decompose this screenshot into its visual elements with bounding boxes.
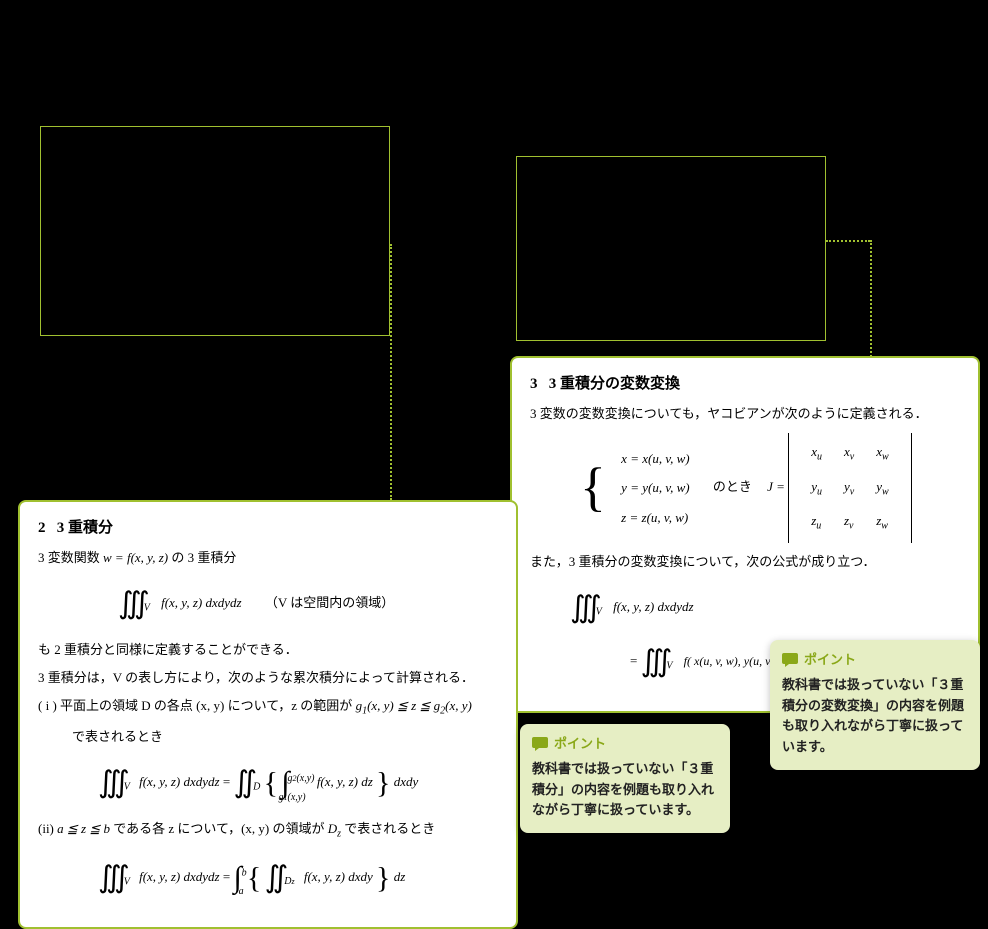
left-title-text: 3 重積分 — [57, 520, 113, 536]
right-title-num: 3 — [530, 376, 538, 392]
thumbnail-left — [40, 126, 390, 336]
thumbnail-right — [516, 156, 826, 341]
left-title: 2 3 重積分 — [38, 516, 498, 537]
left-int1: ∭V f(x, y, z) dxdydz （V は空間内の領域） — [118, 577, 498, 631]
content-left: 2 3 重積分 3 変数関数 w = f(x, y, z) の 3 重積分 ∭V… — [18, 500, 518, 929]
left-case-ii: (ii) a ≦ z ≦ b である各 z について，(x, y) の領域が D… — [38, 818, 498, 843]
left-line2: も 2 重積分と同様に定義することができる． — [38, 639, 498, 661]
speech-icon — [532, 737, 548, 751]
callout-left: ポイント 教科書では扱っていない「３重積分」の内容を例題も取り入れながら丁寧に扱… — [520, 724, 730, 833]
jacobian-det: xuxvxw yuyvyw zuzvzw — [788, 433, 911, 543]
right-line2: また，3 重積分の変数変換について，次の公式が成り立つ． — [530, 551, 960, 573]
sys-y: y = y(u, v, w) — [615, 474, 695, 501]
left-line3: 3 重積分は，V の表し方により，次のような累次積分によって計算される． — [38, 667, 498, 689]
left-case-i: ( i ) 平面上の領域 D の各点 (x, y) について，z の範囲が g1… — [38, 695, 498, 720]
sys-x: x = x(u, v, w) — [615, 445, 695, 472]
callout-right-head: ポイント — [782, 650, 968, 671]
callout-left-body: 教科書では扱っていない「３重積分」の内容を例題も取り入れながら丁寧に扱っています… — [532, 759, 718, 821]
callout-right: ポイント 教科書では扱っていない「３重積分の変数変換」の内容を例題も取り入れなが… — [770, 640, 980, 770]
right-line1: 3 変数の変数変換についても，ヤコビアンが次のように定義される． — [530, 403, 960, 425]
left-title-num: 2 — [38, 520, 46, 536]
speech-icon — [782, 653, 798, 667]
sys-z: z = z(u, v, w) — [615, 504, 695, 531]
right-title: 3 3 重積分の変数変換 — [530, 372, 960, 393]
left-line1: 3 変数関数 w = f(x, y, z) の 3 重積分 — [38, 547, 498, 569]
right-title-text: 3 重積分の変数変換 — [549, 376, 680, 392]
left-case-i-eq: ∭V f(x, y, z) dxdydz = ∬D { ∫g2(x,y)g1(x… — [98, 756, 498, 810]
right-system: { x = x(u, v, w) y = y(u, v, w) z = z(u,… — [580, 433, 960, 543]
connector-left-drop — [390, 244, 392, 500]
connector-right-branch — [826, 240, 870, 242]
callout-right-body: 教科書では扱っていない「３重積分の変数変換」の内容を例題も取り入れながら丁寧に扱… — [782, 675, 968, 758]
jac-label: J = — [767, 479, 785, 494]
sys-when: のとき — [713, 479, 752, 494]
callout-left-head: ポイント — [532, 734, 718, 755]
left-case-ii-eq: ∭V f(x, y, z) dxdydz = ∫ba { ∬Dz f(x, y,… — [98, 851, 498, 905]
